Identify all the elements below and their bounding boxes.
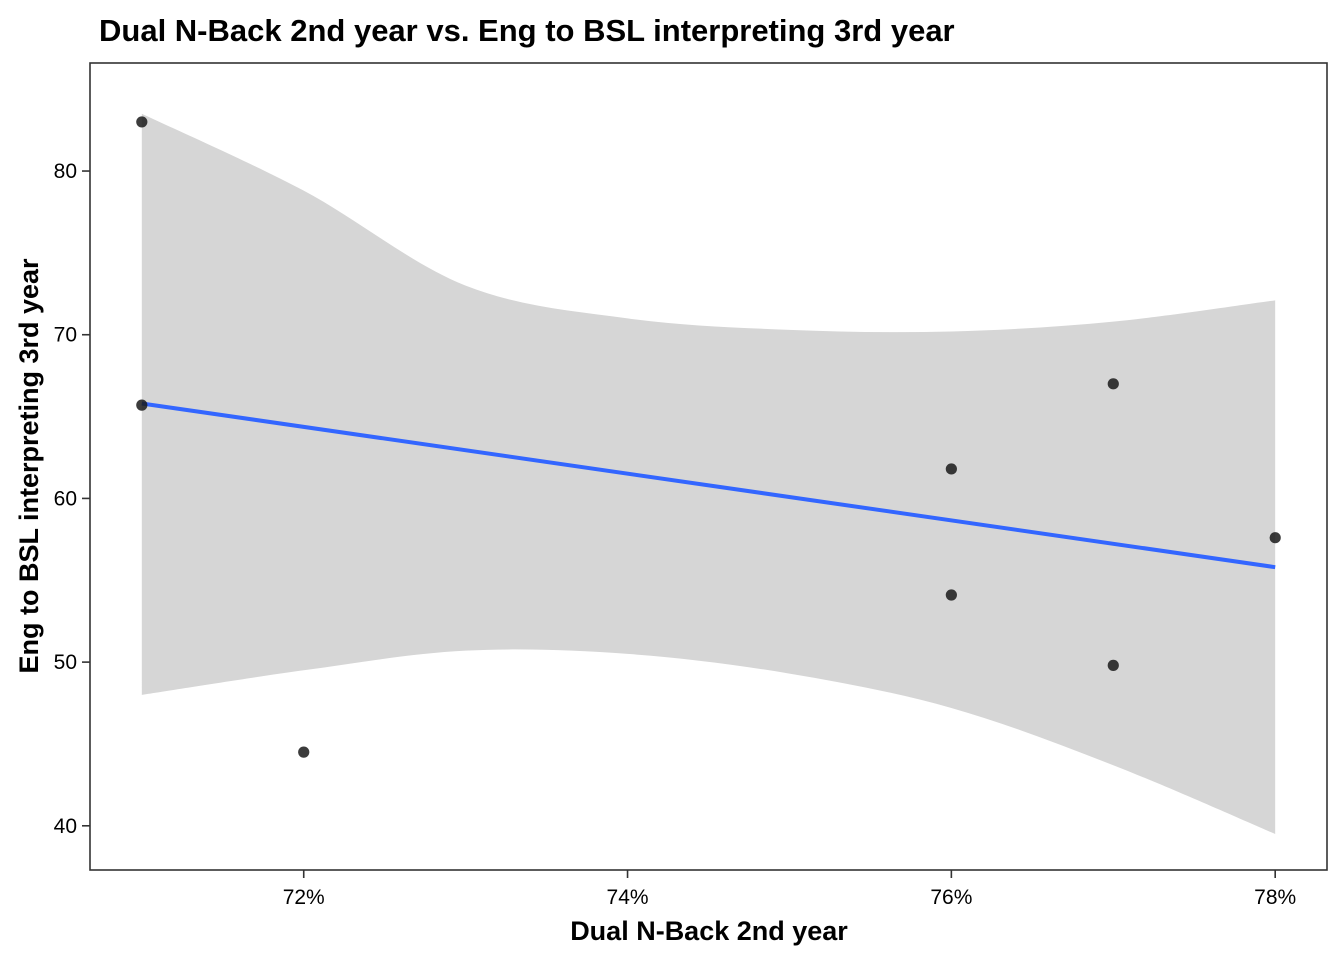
x-axis-title: Dual N-Back 2nd year xyxy=(570,916,848,946)
y-axis: 40 50 60 70 80 xyxy=(54,160,90,838)
data-points-layer xyxy=(136,116,1281,758)
y-axis-title: Eng to BSL interpreting 3rd year xyxy=(14,258,44,674)
data-point-1 xyxy=(136,116,148,128)
y-tick-label: 80 xyxy=(54,160,77,183)
x-tick-label: 72% xyxy=(283,886,325,909)
y-tick-label: 50 xyxy=(54,651,77,674)
y-tick-label: 40 xyxy=(54,815,77,838)
x-tick-label: 78% xyxy=(1254,886,1296,909)
panel-border xyxy=(89,62,1328,871)
confidence-band xyxy=(141,113,1276,834)
trend-line xyxy=(141,401,1276,570)
y-tick-label: 60 xyxy=(54,487,77,510)
trend-line-layer xyxy=(141,401,1276,570)
data-point-2 xyxy=(136,399,148,411)
data-point-8 xyxy=(1269,532,1281,544)
x-axis: 72% 74% 76% 78% xyxy=(283,870,1296,909)
data-point-5 xyxy=(945,589,957,601)
data-point-7 xyxy=(1107,659,1119,671)
x-tick-label: 76% xyxy=(930,886,972,909)
y-tick-label: 70 xyxy=(54,324,77,347)
chart-title: Dual N-Back 2nd year vs. Eng to BSL inte… xyxy=(99,13,955,48)
x-tick-label: 74% xyxy=(607,886,649,909)
data-point-6 xyxy=(1107,378,1119,390)
data-point-3 xyxy=(298,746,310,758)
confidence-band-layer xyxy=(141,113,1276,834)
data-point-4 xyxy=(945,463,957,475)
